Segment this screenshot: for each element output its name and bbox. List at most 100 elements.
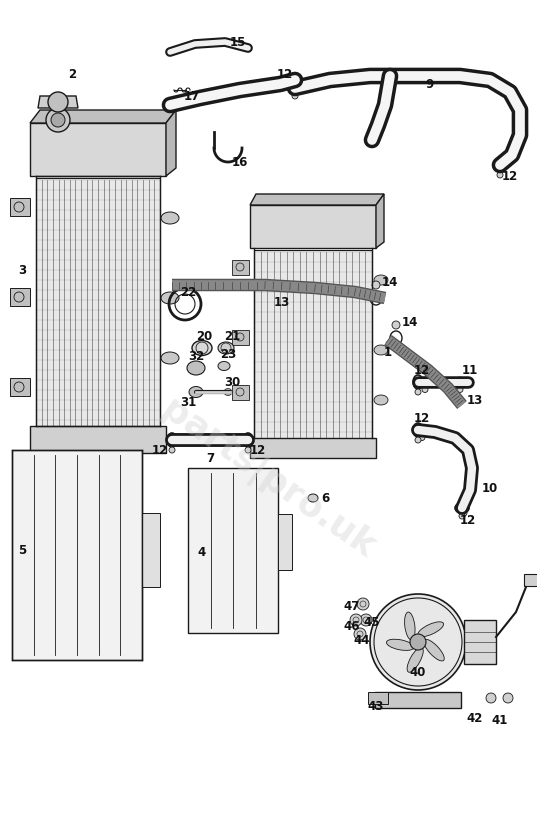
Text: 1: 1	[384, 345, 392, 359]
Ellipse shape	[424, 640, 444, 661]
Polygon shape	[376, 194, 384, 248]
Ellipse shape	[218, 342, 234, 354]
Polygon shape	[278, 514, 292, 570]
Circle shape	[169, 447, 175, 453]
Text: 13: 13	[467, 394, 483, 406]
Circle shape	[497, 172, 503, 178]
Ellipse shape	[218, 361, 230, 370]
Text: 12: 12	[502, 170, 518, 182]
Bar	[524, 574, 537, 586]
Text: 12: 12	[152, 444, 168, 456]
Ellipse shape	[192, 340, 212, 355]
Text: 14: 14	[402, 315, 418, 329]
Circle shape	[392, 321, 400, 329]
Circle shape	[419, 435, 425, 441]
Circle shape	[503, 693, 513, 703]
Text: 17: 17	[184, 89, 200, 103]
Bar	[375, 692, 461, 708]
Circle shape	[486, 693, 496, 703]
Text: 41: 41	[492, 713, 508, 726]
Polygon shape	[30, 426, 166, 453]
Ellipse shape	[224, 389, 232, 395]
Polygon shape	[68, 453, 93, 473]
Circle shape	[372, 281, 380, 289]
Text: 43: 43	[368, 700, 384, 712]
Text: 20: 20	[196, 329, 212, 343]
Bar	[188, 468, 278, 633]
Text: 4: 4	[198, 546, 206, 558]
Text: 13: 13	[274, 295, 290, 308]
Bar	[368, 692, 388, 704]
Ellipse shape	[418, 622, 444, 637]
Text: 9: 9	[426, 79, 434, 91]
Circle shape	[415, 389, 421, 395]
Text: 46: 46	[344, 619, 360, 633]
Text: 23: 23	[220, 348, 236, 360]
Polygon shape	[250, 194, 384, 205]
Ellipse shape	[374, 395, 388, 405]
Text: 32: 32	[188, 349, 204, 363]
Bar	[232, 260, 249, 275]
Text: 12: 12	[460, 513, 476, 527]
Ellipse shape	[187, 361, 205, 375]
Polygon shape	[250, 205, 376, 248]
Text: 14: 14	[382, 276, 398, 288]
Bar	[232, 385, 249, 400]
Polygon shape	[142, 513, 160, 587]
Text: 11: 11	[462, 364, 478, 376]
Ellipse shape	[404, 612, 415, 640]
Text: 2: 2	[68, 69, 76, 81]
Polygon shape	[30, 110, 176, 123]
Text: 6: 6	[321, 492, 329, 504]
Ellipse shape	[387, 640, 414, 650]
Circle shape	[51, 113, 65, 127]
Text: 12: 12	[277, 68, 293, 80]
Bar	[10, 288, 30, 306]
Bar	[464, 620, 496, 664]
Circle shape	[459, 513, 465, 519]
Ellipse shape	[161, 212, 179, 224]
Circle shape	[292, 93, 298, 99]
Ellipse shape	[161, 292, 179, 304]
Text: 7: 7	[206, 451, 214, 465]
Ellipse shape	[308, 494, 318, 502]
Polygon shape	[30, 123, 166, 176]
Text: 31: 31	[180, 395, 196, 409]
Text: 21: 21	[224, 329, 240, 343]
Polygon shape	[38, 96, 78, 108]
Text: 22: 22	[180, 286, 196, 298]
Text: 10: 10	[482, 482, 498, 495]
Text: 16: 16	[232, 155, 248, 169]
Bar	[12, 450, 142, 660]
Circle shape	[357, 598, 369, 610]
Circle shape	[422, 386, 428, 392]
Bar	[254, 250, 372, 440]
Ellipse shape	[189, 386, 203, 397]
Circle shape	[410, 634, 426, 650]
Text: 44: 44	[354, 634, 370, 646]
Ellipse shape	[374, 275, 388, 285]
Circle shape	[415, 437, 421, 443]
Circle shape	[461, 510, 467, 516]
Text: 3: 3	[18, 263, 26, 277]
Circle shape	[245, 447, 251, 453]
Text: 45: 45	[364, 615, 380, 629]
Circle shape	[457, 386, 463, 392]
Text: 12: 12	[414, 411, 430, 425]
Text: parts|pro.uk: parts|pro.uk	[155, 393, 382, 567]
Ellipse shape	[161, 352, 179, 364]
Bar	[36, 178, 160, 428]
Polygon shape	[166, 110, 176, 176]
Text: 40: 40	[410, 665, 426, 679]
Text: 42: 42	[467, 711, 483, 725]
Text: 47: 47	[344, 599, 360, 613]
Bar	[232, 330, 249, 345]
Polygon shape	[250, 438, 376, 458]
Circle shape	[48, 92, 68, 112]
Circle shape	[350, 614, 362, 626]
Circle shape	[360, 614, 372, 626]
Text: 30: 30	[224, 375, 240, 389]
Bar	[10, 198, 30, 216]
Text: 5: 5	[18, 543, 26, 557]
Text: 15: 15	[230, 35, 246, 48]
